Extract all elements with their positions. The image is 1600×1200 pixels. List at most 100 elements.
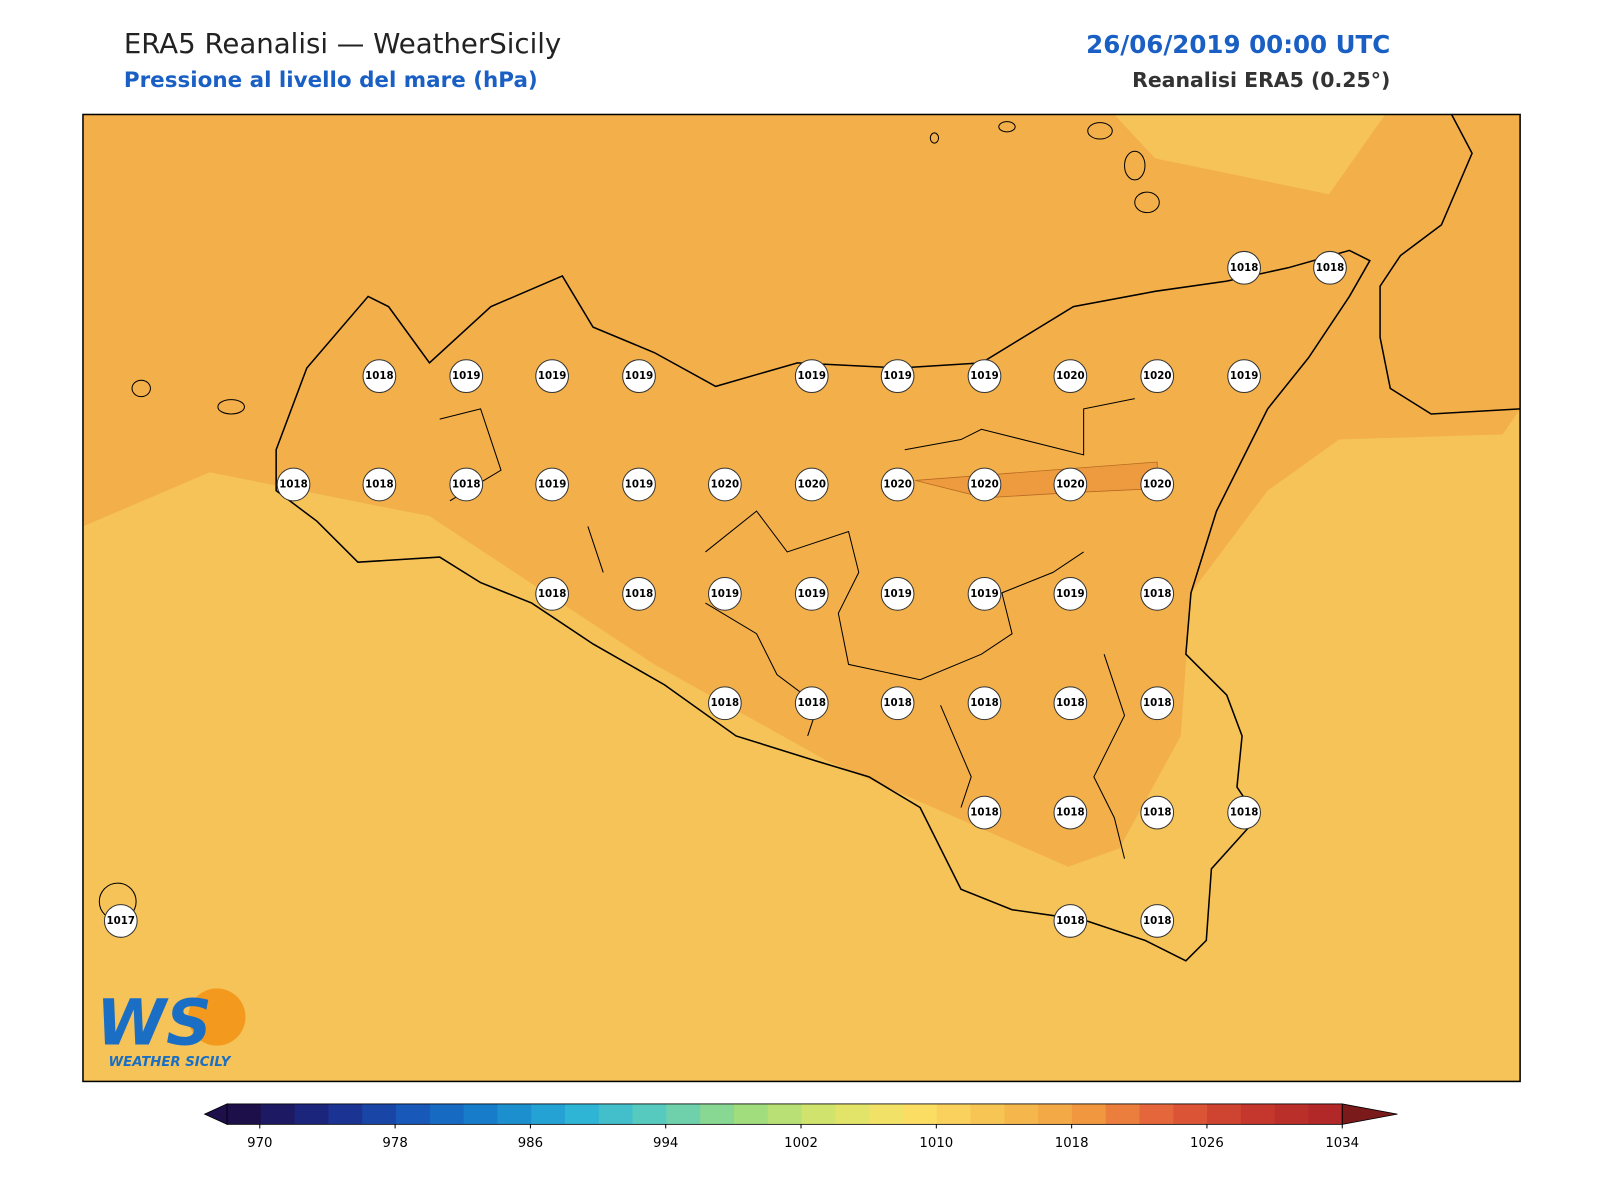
logo-mark: WS (96, 986, 212, 1060)
colorbar-segment (1139, 1103, 1174, 1125)
station-marker (1053, 577, 1088, 611)
station-value: 1017 (107, 916, 135, 927)
station-marker (1227, 359, 1261, 394)
station-value: 1019 (711, 589, 739, 600)
colorbar-tick-label: 978 (382, 1136, 407, 1151)
station-marker (708, 577, 742, 611)
station-value: 1019 (970, 371, 998, 382)
logo-sun (188, 988, 246, 1046)
logo: WS WEATHER SICILY (96, 986, 246, 1070)
station-value: 1019 (625, 479, 653, 490)
station-marker (880, 467, 915, 502)
colorbar-segment (227, 1103, 262, 1125)
station-marker (794, 686, 829, 721)
field-low (1114, 114, 1386, 195)
station-value: 1018 (452, 479, 480, 490)
colorbar-segment (936, 1103, 972, 1125)
station-marker (1227, 795, 1261, 830)
station-marker (1053, 686, 1088, 721)
station-value: 1019 (538, 371, 566, 382)
station-marker (880, 359, 915, 394)
station-marker (1140, 467, 1175, 502)
colorbar-segment (328, 1103, 363, 1125)
station-value: 1018 (1230, 263, 1258, 274)
station-marker (794, 467, 829, 502)
colorbar-segment (294, 1103, 329, 1125)
station-marker (1053, 359, 1088, 394)
station-marker (362, 467, 397, 502)
station-value: 1019 (452, 371, 480, 382)
station-marker (967, 577, 1002, 611)
station-marker (967, 686, 1002, 721)
colorbar-tick-label: 1002 (784, 1136, 818, 1151)
station-value: 1020 (1056, 479, 1084, 490)
station-value: 1018 (279, 479, 307, 490)
colorbar-segment (1308, 1103, 1343, 1125)
station-value: 1018 (970, 698, 998, 709)
station-value: 1020 (970, 479, 998, 490)
station-value: 1018 (365, 479, 393, 490)
colorbar-segment (869, 1103, 904, 1125)
station-marker (1140, 686, 1175, 721)
station-value: 1018 (1143, 808, 1171, 819)
station-value: 1020 (798, 479, 826, 490)
station-marker (1313, 250, 1347, 285)
station-marker (362, 359, 397, 394)
date: 26/06/2019 00:00 UTC (1086, 30, 1390, 59)
island (217, 399, 245, 415)
source: Reanalisi ERA5 (0.25°) (1132, 68, 1390, 92)
coastline (1379, 114, 1521, 415)
station-marker (103, 904, 138, 938)
station-marker (622, 577, 656, 611)
station-value: 1018 (1143, 916, 1171, 927)
colorbar-segment (396, 1103, 431, 1125)
station-marker (1140, 359, 1175, 394)
station-value: 1020 (883, 479, 911, 490)
station-marker (1053, 467, 1088, 502)
island (929, 132, 940, 144)
station-value: 1018 (1143, 698, 1171, 709)
colorbar-segment (970, 1103, 1005, 1125)
station-marker (880, 577, 915, 611)
colorbar-frame (226, 1103, 1343, 1125)
colorbar-segment (733, 1103, 769, 1125)
station-marker (535, 359, 569, 394)
station-marker (708, 467, 742, 502)
station-value: 1018 (798, 698, 826, 709)
station-marker (1227, 250, 1261, 285)
colorbar-segment (497, 1103, 532, 1125)
colorbar-tick-label: 994 (653, 1136, 678, 1151)
station-value: 1019 (970, 589, 998, 600)
station-marker (535, 467, 569, 502)
station-value: 1019 (1056, 589, 1084, 600)
colorbar-segment (902, 1103, 938, 1125)
island (998, 121, 1016, 133)
colorbar-segment (1240, 1103, 1276, 1125)
station-marker (1140, 795, 1175, 830)
station-value: 1018 (365, 371, 393, 382)
station-marker (276, 467, 311, 502)
station-marker (794, 577, 829, 611)
colorbar-tick-label: 1034 (1325, 1136, 1359, 1151)
station-value: 1020 (1056, 371, 1084, 382)
colorbar-segment (666, 1103, 701, 1125)
station-value: 1020 (1143, 371, 1171, 382)
colorbar-segment (1038, 1103, 1073, 1125)
station-marker (449, 467, 484, 502)
station-marker (622, 359, 656, 394)
colorbar-segment (1207, 1103, 1242, 1125)
station-marker (967, 359, 1002, 394)
colorbar-segment (632, 1103, 667, 1125)
station-value: 1018 (1316, 263, 1344, 274)
colorbar-tick-label: 1010 (919, 1136, 953, 1151)
colorbar-segment (429, 1103, 465, 1125)
title: ERA5 Reanalisi — WeatherSicily (124, 27, 561, 60)
station-value: 1020 (711, 479, 739, 490)
station-marker (880, 686, 915, 721)
colorbar-tick-label: 1026 (1190, 1136, 1224, 1151)
colorbar-segment (1004, 1103, 1039, 1125)
colorbar-segment (1105, 1103, 1141, 1125)
station-value: 1019 (1230, 371, 1258, 382)
